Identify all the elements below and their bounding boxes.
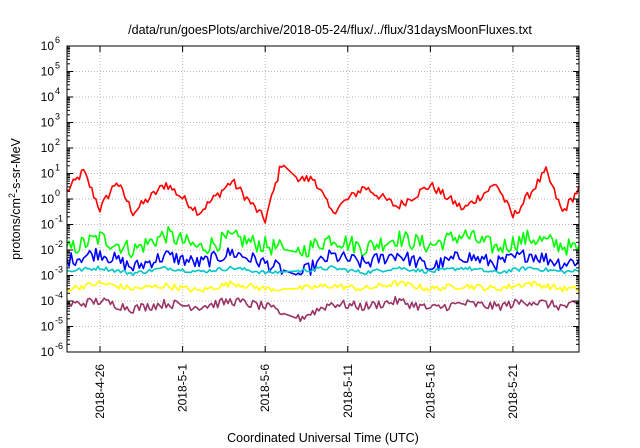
- y-tick-label: 10: [41, 141, 55, 155]
- y-axis-label-suffix: -s-sr-MeV: [9, 137, 23, 193]
- chart-title: /data/run/goesPlots/archive/2018-05-24/f…: [128, 23, 532, 37]
- x-axis: 2018-4-26 2018-5-1 2018-5-6 2018-5-11 2018-5…: [93, 46, 520, 419]
- y-tick-exponent: -3: [55, 265, 63, 275]
- series-line: [66, 280, 580, 293]
- x-tick-label: 2018-4-26: [93, 364, 107, 419]
- y-tick-exponent: 6: [55, 35, 60, 45]
- y-tick-exponent: -1: [55, 214, 63, 224]
- x-tick-label: 2018-5-11: [341, 364, 355, 418]
- y-tick-label: 10: [41, 90, 55, 104]
- y-tick-exponent: 3: [55, 112, 60, 122]
- x-axis-label: Coordinated Universal Time (UTC): [227, 431, 419, 445]
- y-tick-label: 10: [41, 320, 55, 334]
- y-tick-label: 10: [41, 269, 55, 283]
- series-line: [66, 265, 580, 277]
- y-tick-label: 10: [41, 65, 55, 79]
- series-line: [66, 225, 580, 259]
- y-tick-exponent: 5: [55, 61, 60, 71]
- y-tick-label: 10: [41, 192, 55, 206]
- x-tick-label: 2018-5-1: [176, 364, 190, 412]
- y-axis-label: protons/cm2-s-sr-MeV: [7, 137, 23, 259]
- series-layer: [66, 164, 580, 323]
- x-tick-label: 2018-5-6: [258, 364, 272, 412]
- y-tick-label: 10: [41, 39, 55, 53]
- y-tick-label: 10: [41, 294, 55, 308]
- y-axis-label-superscript: 2: [7, 193, 17, 198]
- y-tick-exponent: 2: [55, 137, 60, 147]
- x-tick-label: 2018-5-21: [506, 364, 520, 419]
- y-tick-exponent: -4: [55, 290, 63, 300]
- series-line: [66, 296, 580, 323]
- y-axis: 10 -610 -510 -410 -310 -210 -110 010 110 210 310 41…: [41, 35, 579, 359]
- x-tick-label: 2018-5-16: [423, 364, 437, 419]
- y-tick-exponent: 0: [55, 188, 60, 198]
- y-tick-label: 10: [41, 167, 55, 181]
- y-tick-label: 10: [41, 218, 55, 232]
- y-tick-exponent: -2: [55, 239, 63, 249]
- y-tick-label: 10: [41, 243, 55, 257]
- y-tick-exponent: 1: [55, 163, 60, 173]
- y-tick-label: 10: [41, 116, 55, 130]
- y-axis-label-prefix: protons/cm: [9, 198, 23, 260]
- y-tick-label: 10: [41, 345, 55, 359]
- series-line: [66, 164, 580, 224]
- series-line: [66, 247, 580, 276]
- y-tick-exponent: 4: [55, 86, 60, 96]
- y-tick-exponent: -6: [55, 341, 63, 351]
- y-tick-exponent: -5: [55, 316, 63, 326]
